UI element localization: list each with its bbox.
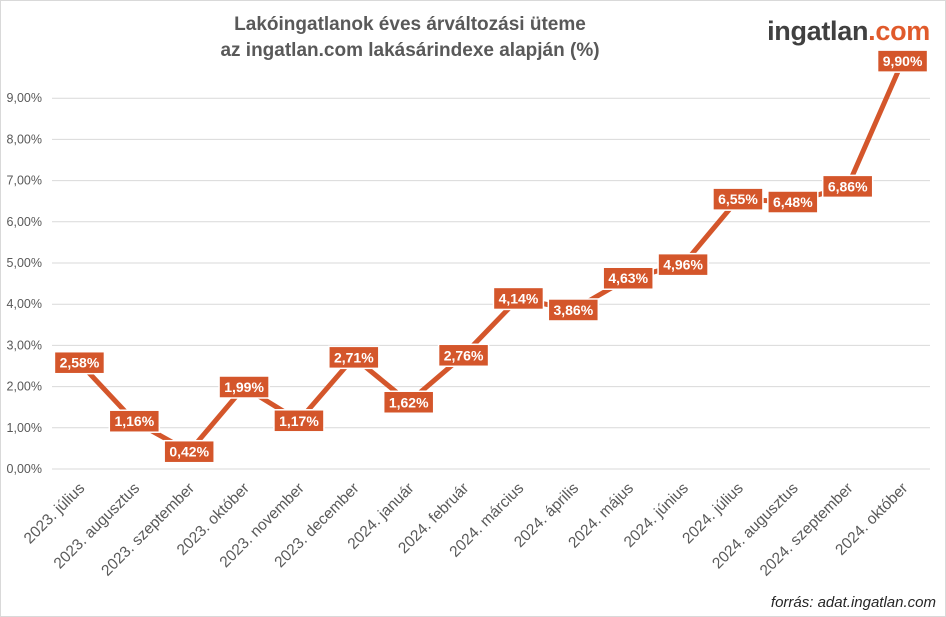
- data-label: 3,86%: [553, 302, 593, 318]
- data-point-marker: [218, 375, 270, 399]
- data-point-marker: [328, 345, 380, 370]
- y-tick-label: 9,00%: [7, 91, 42, 105]
- y-tick-label: 3,00%: [7, 338, 42, 352]
- y-tick-label: 8,00%: [7, 132, 42, 146]
- data-label: 4,14%: [499, 290, 539, 306]
- y-tick-label: 0,00%: [7, 462, 42, 476]
- logo-text-part1: ingatlan: [767, 16, 869, 46]
- chart-title-line1: Lakóingatlanok éves árváltozási üteme: [234, 14, 586, 35]
- data-point-marker: [492, 286, 545, 311]
- data-point-marker: [53, 350, 106, 375]
- y-tick-label: 1,00%: [7, 421, 42, 435]
- data-point-marker: [767, 190, 819, 214]
- data-label: 2,71%: [334, 349, 374, 365]
- y-tick-label: 7,00%: [7, 174, 42, 188]
- data-point-marker: [821, 174, 874, 199]
- y-tick-label: 2,00%: [7, 380, 42, 394]
- data-point-marker: [876, 49, 929, 73]
- brand-logo: ingatlan.com: [767, 16, 930, 47]
- data-label: 9,90%: [883, 53, 923, 69]
- data-label: 0,42%: [169, 444, 209, 460]
- data-label: 2,58%: [60, 355, 100, 371]
- source-note: forrás: adat.ingatlan.com: [770, 594, 936, 611]
- chart-title: Lakóingatlanok éves árváltozási üteme az…: [130, 12, 690, 64]
- data-label: 6,86%: [828, 178, 868, 194]
- series-line: [77, 60, 905, 455]
- data-label: 4,63%: [608, 270, 648, 286]
- data-label: 4,96%: [663, 257, 703, 273]
- y-tick-label: 4,00%: [7, 297, 42, 311]
- data-point-marker: [657, 252, 709, 277]
- data-point-marker: [547, 298, 600, 322]
- data-point-marker: [273, 409, 325, 433]
- data-label: 1,62%: [389, 394, 429, 410]
- data-point-marker: [712, 187, 764, 211]
- y-tick-label: 5,00%: [7, 256, 42, 270]
- data-point-marker: [163, 439, 215, 464]
- data-label: 2,76%: [444, 347, 484, 363]
- data-label: 6,55%: [718, 191, 758, 207]
- data-label: 1,17%: [279, 413, 319, 429]
- x-tick-label: 2024. szeptember: [757, 480, 857, 580]
- data-point-marker: [437, 343, 490, 368]
- y-tick-label: 6,00%: [7, 215, 42, 229]
- chart-title-line2: az ingatlan.com lakásárindexe alapján (%…: [220, 40, 600, 61]
- data-label: 6,48%: [773, 194, 813, 210]
- x-tick-label: 2023. szeptember: [98, 480, 198, 580]
- data-point-marker: [108, 409, 161, 433]
- data-point-marker: [382, 390, 435, 415]
- data-label: 1,99%: [224, 379, 264, 395]
- data-point-marker: [602, 266, 654, 290]
- data-label: 1,16%: [114, 413, 154, 429]
- logo-text-part2: .com: [868, 16, 930, 46]
